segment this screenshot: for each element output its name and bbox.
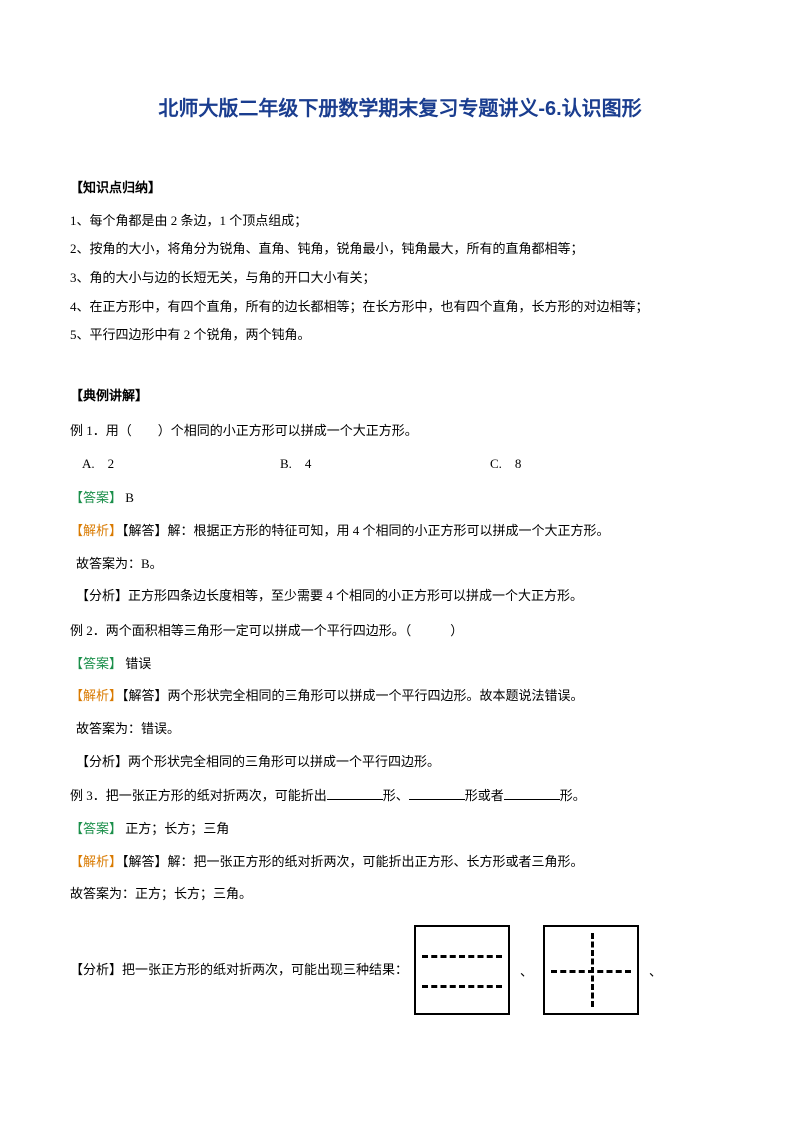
- fenxi-label: 【分析】: [76, 588, 128, 603]
- example2-question: 例 2．两个面积相等三角形一定可以拼成一个平行四边形。（ ）: [70, 619, 730, 644]
- example2-so: 故答案为：错误。: [76, 717, 730, 742]
- knowledge-point: 4、在正方形中，有四个直角，所有的边长都相等；在长方形中，也有四个直角，长方形的…: [70, 295, 730, 320]
- fold-diagram-horizontal: [414, 925, 510, 1015]
- knowledge-point: 3、角的大小与边的长短无关，与角的开口大小有关；: [70, 266, 730, 291]
- q-text: 形。: [560, 788, 586, 803]
- knowledge-point: 5、平行四边形中有 2 个锐角，两个钝角。: [70, 323, 730, 348]
- fenxi-text: 两个形状完全相同的三角形可以拼成一个平行四边形。: [128, 754, 440, 769]
- dashed-line: [422, 955, 502, 958]
- example3-fenxi-row: 【分析】把一张正方形的纸对折两次，可能出现三种结果： 、 、: [70, 925, 730, 1015]
- explain-label: 【解析】: [70, 854, 122, 869]
- dashed-line: [422, 985, 502, 988]
- knowledge-point: 2、按角的大小，将角分为锐角、直角、钝角，锐角最小，钝角最大，所有的直角都相等；: [70, 237, 730, 262]
- jieda-label: 【解答】: [122, 688, 168, 703]
- example2-explain: 【解析】【解答】两个形状完全相同的三角形可以拼成一个平行四边形。故本题说法错误。: [70, 684, 730, 709]
- q-text: 形或者: [465, 788, 504, 803]
- explain-text: 两个形状完全相同的三角形可以拼成一个平行四边形。故本题说法错误。: [168, 688, 584, 703]
- separator: 、: [649, 960, 662, 1015]
- example3-question: 例 3．把一张正方形的纸对折两次，可能折出 形、 形或者 形。: [70, 784, 730, 809]
- blank: [504, 787, 560, 800]
- example1-question: 例 1．用（ ）个相同的小正方形可以拼成一个大正方形。: [70, 419, 730, 444]
- example2-fenxi: 【分析】两个形状完全相同的三角形可以拼成一个平行四边形。: [76, 750, 730, 775]
- explain-text: 解：把一张正方形的纸对折两次，可能折出正方形、长方形或者三角形。: [168, 854, 584, 869]
- fold-diagram-cross: [543, 925, 639, 1015]
- answer-value: B: [122, 490, 134, 505]
- explain-text: 解：根据正方形的特征可知，用 4 个相同的小正方形可以拼成一个大正方形。: [168, 523, 610, 538]
- example3-so: 故答案为：正方；长方；三角。: [70, 882, 730, 907]
- separator: 、: [520, 960, 533, 1015]
- fenxi-text: 把一张正方形的纸对折两次，可能出现三种结果：: [122, 962, 408, 977]
- answer-label: 【答案】: [70, 490, 122, 505]
- q-text: 例 3．把一张正方形的纸对折两次，可能折出: [70, 788, 327, 803]
- page-title: 北师大版二年级下册数学期末复习专题讲义-6.认识图形: [70, 90, 730, 128]
- example3-fenxi: 【分析】把一张正方形的纸对折两次，可能出现三种结果：: [70, 958, 408, 983]
- example1-explain: 【解析】【解答】解：根据正方形的特征可知，用 4 个相同的小正方形可以拼成一个大…: [70, 519, 730, 544]
- dashed-line: [591, 933, 594, 1007]
- example2-answer: 【答案】 错误: [70, 652, 730, 677]
- answer-label: 【答案】: [70, 656, 122, 671]
- option-c: C. 8: [490, 452, 700, 477]
- example1-so: 故答案为：B。: [76, 552, 730, 577]
- blank: [409, 787, 465, 800]
- answer-label: 【答案】: [70, 821, 122, 836]
- knowledge-point: 1、每个角都是由 2 条边，1 个顶点组成；: [70, 209, 730, 234]
- section-examples-head: 【典例讲解】: [70, 384, 730, 409]
- explain-label: 【解析】: [70, 688, 122, 703]
- answer-value: 正方；长方；三角: [122, 821, 229, 836]
- example3-explain: 【解析】【解答】解：把一张正方形的纸对折两次，可能折出正方形、长方形或者三角形。: [70, 850, 730, 875]
- section-knowledge-head: 【知识点归纳】: [70, 176, 730, 201]
- example1-answer: 【答案】 B: [70, 486, 730, 511]
- blank: [327, 787, 383, 800]
- q-text: 形、: [383, 788, 409, 803]
- fenxi-label: 【分析】: [76, 754, 128, 769]
- example1-options: A. 2 B. 4 C. 8: [70, 452, 730, 477]
- jieda-label: 【解答】: [122, 854, 168, 869]
- option-a: A. 2: [70, 452, 280, 477]
- example1-fenxi: 【分析】正方形四条边长度相等，至少需要 4 个相同的小正方形可以拼成一个大正方形…: [76, 584, 730, 609]
- answer-value: 错误: [122, 656, 151, 671]
- fenxi-label: 【分析】: [70, 962, 122, 977]
- explain-label: 【解析】: [70, 523, 122, 538]
- example3-answer: 【答案】 正方；长方；三角: [70, 817, 730, 842]
- jieda-label: 【解答】: [122, 523, 168, 538]
- fenxi-text: 正方形四条边长度相等，至少需要 4 个相同的小正方形可以拼成一个大正方形。: [128, 588, 583, 603]
- option-b: B. 4: [280, 452, 490, 477]
- fold-diagrams: 、 、: [414, 925, 672, 1015]
